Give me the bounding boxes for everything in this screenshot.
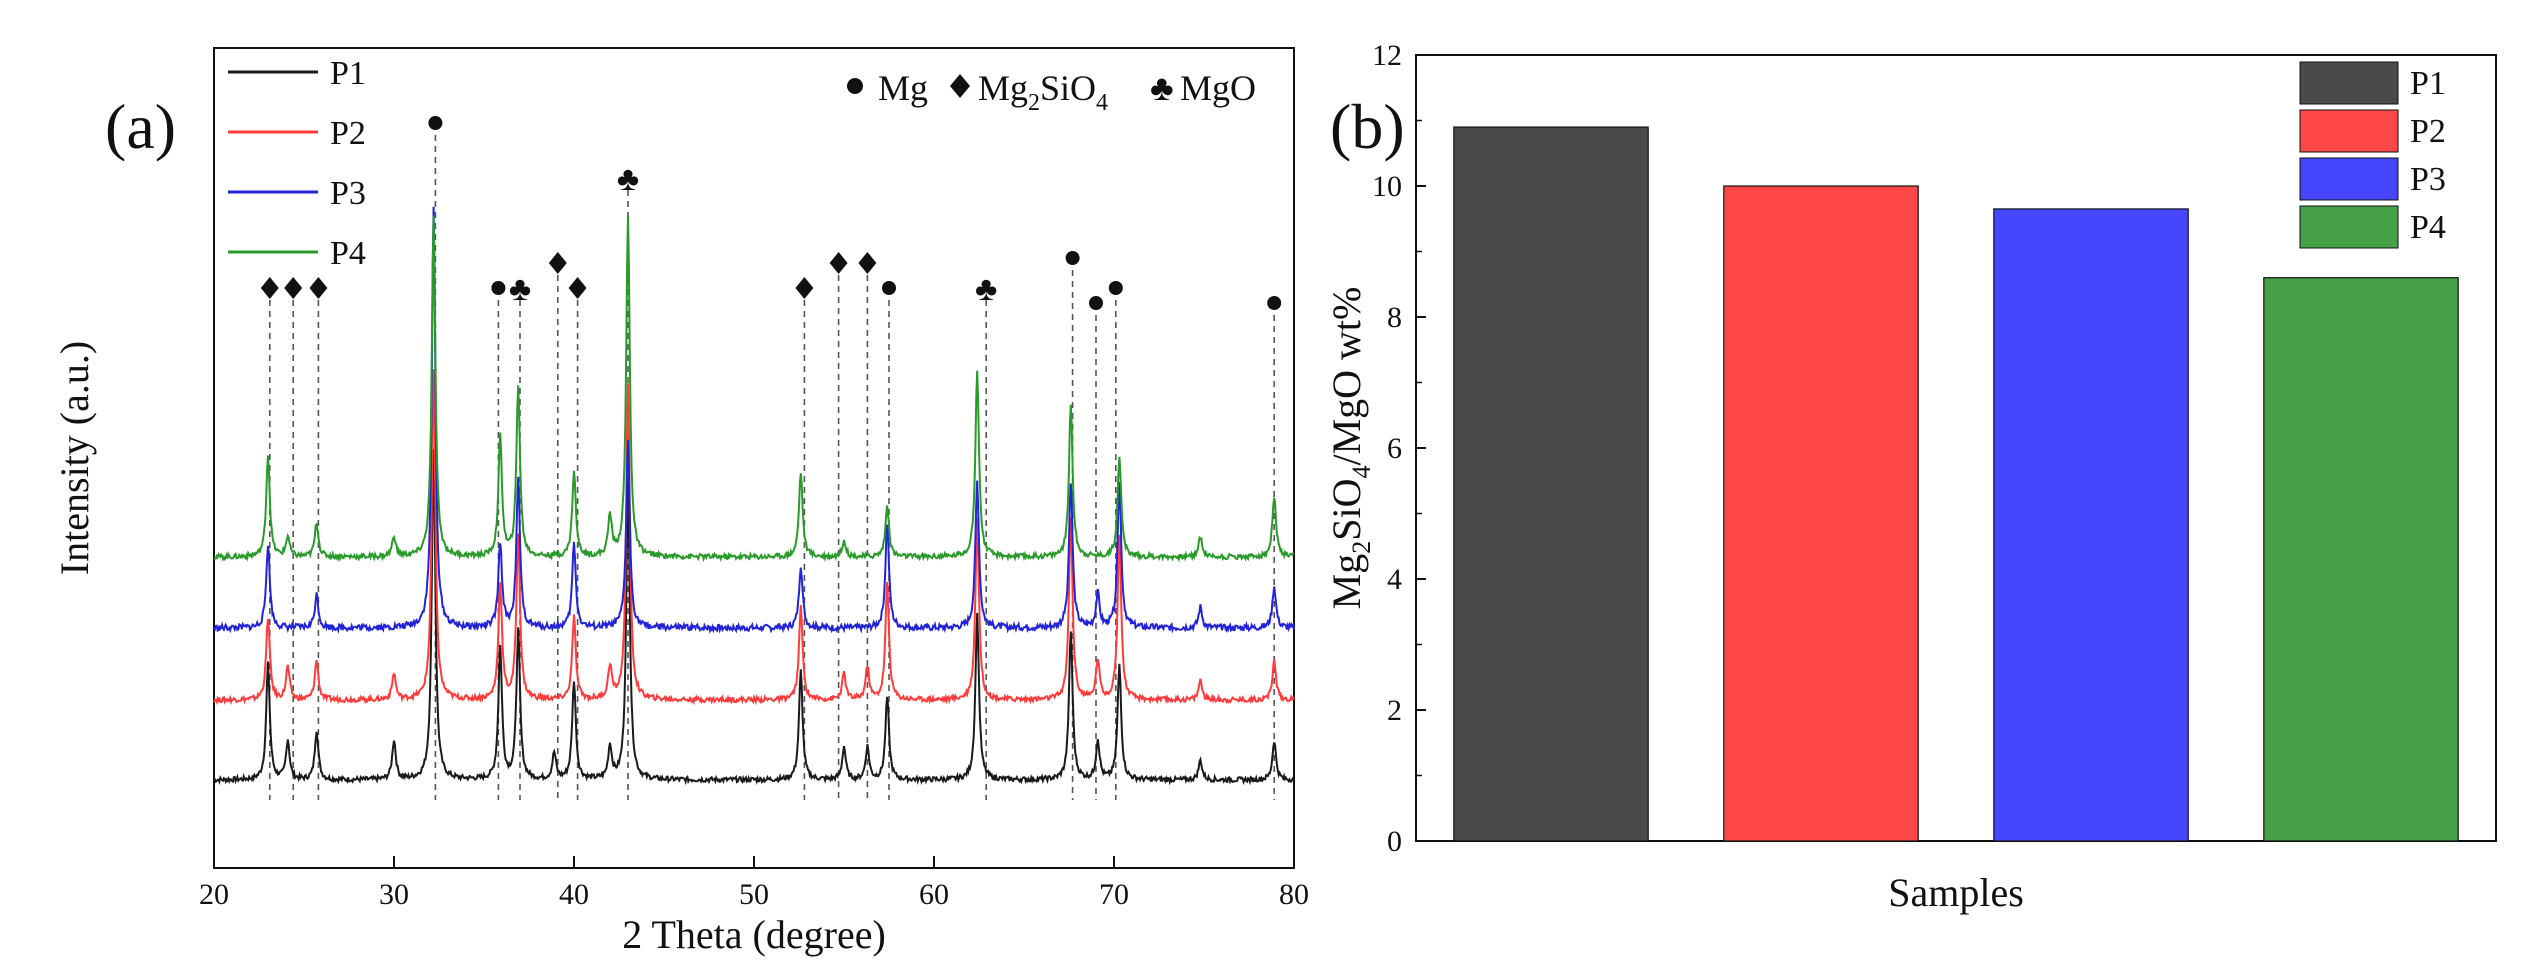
panel-a-plot-frame	[213, 47, 1295, 869]
y-tick-label: 0	[1387, 825, 1402, 858]
mg-peak-marker	[1065, 251, 1080, 265]
legend-label-p2: P2	[2410, 113, 2446, 150]
mg-peak-marker	[882, 281, 896, 295]
panel-a-label: (a)	[105, 91, 176, 162]
legend-label-p3: P3	[2410, 161, 2446, 198]
panel-a-phase-markers: ♣ ♣ ♣	[260, 116, 1282, 310]
y-tick-label: 8	[1387, 301, 1402, 334]
bar-p4	[2263, 277, 2459, 842]
x-tick-label: 60	[919, 878, 949, 911]
mgo-peak-marker: ♣	[975, 271, 997, 308]
y-tick-label: 2	[1387, 694, 1402, 727]
y-tick-label: 12	[1372, 39, 1402, 72]
panel-a-x-ticks: 20 30 40 50 60 70 80	[199, 856, 1309, 911]
mg2sio4-peak-marker	[568, 277, 587, 299]
x-tick-label: 70	[1099, 878, 1129, 911]
legend-label-p1: P1	[330, 55, 366, 92]
panel-b-y-ticks: 0 2 4 6 8 10 12	[1372, 39, 1426, 858]
legend-swatch-p3	[2299, 157, 2399, 201]
legend-label-p4: P4	[2410, 209, 2446, 246]
mgo-peak-marker: ♣	[617, 161, 639, 198]
mg2sio4-peak-marker	[858, 252, 877, 274]
mg-peak-marker	[1089, 296, 1103, 310]
x-tick-label: 80	[1279, 878, 1309, 911]
mg2sio4-peak-marker	[260, 277, 279, 299]
mg2sio4-peak-marker	[548, 252, 567, 274]
y-tick-label: 10	[1372, 170, 1402, 203]
xrd-curve-p2	[213, 369, 1295, 706]
legend-swatch-p2	[2299, 109, 2399, 153]
panel-a-x-axis-title: 2 Theta (degree)	[622, 912, 886, 957]
legend-swatch-p4	[2299, 205, 2399, 249]
x-tick-label: 20	[199, 878, 229, 911]
panel-b-label: (b)	[1330, 91, 1405, 162]
panel-b-y-axis-title: Mg2SiO4/MgO wt%	[1324, 287, 1376, 610]
panel-a-phase-legend: Mg Mg2SiO4 ♣ MgO	[847, 68, 1256, 116]
mg-peak-marker	[1267, 296, 1282, 310]
mg2sio4-peak-marker	[309, 277, 328, 299]
bar-p3	[1993, 208, 2189, 842]
y-tick-label: 6	[1387, 432, 1402, 465]
legend-swatch-p1	[2299, 61, 2399, 105]
mg2sio4-marker-icon	[950, 74, 970, 98]
x-tick-label: 50	[739, 878, 769, 911]
mg2sio4-peak-marker	[795, 277, 814, 299]
mg-peak-marker	[491, 281, 506, 295]
legend-label-p3: P3	[330, 175, 366, 212]
mg-marker-icon	[847, 78, 863, 94]
mgo-peak-marker: ♣	[509, 271, 531, 308]
xrd-curve-p4	[213, 215, 1295, 563]
legend-label-p1: P1	[2410, 65, 2446, 102]
panel-a: (a) 2 Theta (degree) Intensity (a.u.) 20…	[52, 47, 1309, 957]
x-tick-label: 30	[379, 878, 409, 911]
panel-b-bars	[1453, 126, 2459, 842]
phase-legend-mgo: MgO	[1180, 68, 1256, 108]
panel-b-legend: P1 P2 P3 P4	[2299, 61, 2446, 249]
mgo-marker-icon: ♣	[1150, 68, 1174, 108]
xrd-curve-p3	[213, 206, 1295, 635]
panel-a-y-axis-title: Intensity (a.u.)	[52, 341, 97, 575]
legend-label-p4: P4	[330, 235, 366, 272]
panel-a-series	[213, 206, 1295, 786]
bar-p2	[1723, 185, 1919, 842]
panel-b-x-axis-title: Samples	[1888, 870, 2024, 915]
phase-legend-mg: Mg	[878, 68, 928, 108]
mg2sio4-peak-marker	[829, 252, 848, 274]
mg2sio4-peak-marker	[284, 277, 303, 299]
legend-label-p2: P2	[330, 115, 366, 152]
panel-a-legend: P1 P2 P3 P4	[228, 55, 366, 272]
mg-peak-marker	[1108, 281, 1123, 295]
panel-b: (b) Samples Mg2SiO4/MgO wt% 0 2 4 6 8 10 12 P1…	[1324, 39, 2497, 915]
xrd-curve-p1	[213, 449, 1295, 786]
bar-p1	[1453, 126, 1649, 842]
x-tick-label: 40	[559, 878, 589, 911]
mg-peak-marker	[428, 116, 443, 130]
phase-legend-mg2sio4: Mg2SiO4	[978, 68, 1108, 116]
y-tick-label: 4	[1387, 563, 1402, 596]
